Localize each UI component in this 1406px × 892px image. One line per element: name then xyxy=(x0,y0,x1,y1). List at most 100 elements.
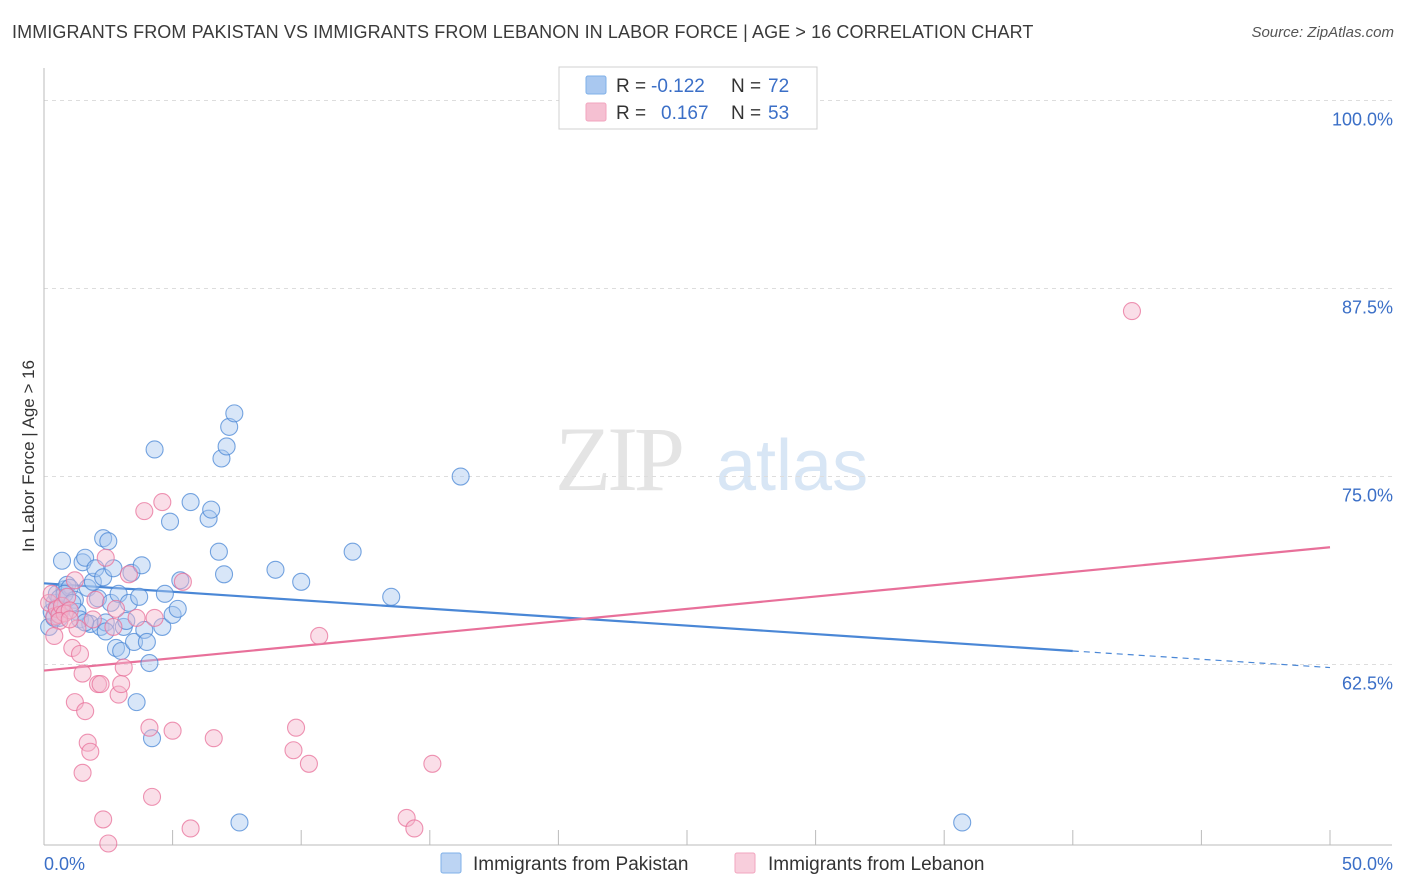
point-pakistan xyxy=(55,584,74,603)
point-lebanon xyxy=(153,493,172,512)
point-pakistan xyxy=(99,532,118,551)
point-pakistan xyxy=(202,500,221,519)
point-pakistan xyxy=(52,551,72,570)
point-lebanon xyxy=(119,565,138,584)
point-lebanon xyxy=(135,502,154,521)
point-lebanon xyxy=(405,819,424,838)
point-pakistan xyxy=(124,632,144,652)
point-pakistan xyxy=(137,632,156,652)
x-tick-label: 50.0% xyxy=(1342,854,1393,874)
point-pakistan xyxy=(142,729,162,748)
point-lebanon xyxy=(65,693,84,712)
legend-swatch-lebanon xyxy=(585,102,607,122)
legend-r-value-2: 0.167 xyxy=(661,103,709,124)
point-lebanon xyxy=(299,754,318,773)
legend-n-value-1: 72 xyxy=(768,76,789,97)
point-lebanon xyxy=(58,587,77,606)
point-pakistan xyxy=(163,605,182,624)
point-lebanon xyxy=(114,658,133,677)
bottom-legend-label-pakistan: Immigrants from Pakistan xyxy=(473,854,688,875)
point-pakistan xyxy=(212,449,231,468)
point-pakistan xyxy=(153,617,172,636)
point-lebanon xyxy=(145,608,164,627)
y-tick-label: 87.5% xyxy=(1342,298,1393,318)
point-pakistan xyxy=(140,653,159,673)
point-pakistan xyxy=(220,417,239,436)
legend-n-label-1: N = xyxy=(731,76,761,97)
watermark-zip: ZIP xyxy=(555,408,682,510)
legend-r-value-1: -0.122 xyxy=(651,76,705,97)
point-lebanon xyxy=(81,742,100,761)
point-lebanon xyxy=(65,571,84,590)
y-tick-label: 75.0% xyxy=(1342,486,1393,506)
legend-swatch-pakistan xyxy=(585,75,607,95)
point-pakistan xyxy=(953,813,972,832)
stats-legend: R = -0.122 N = 72 R = 0.167 N = 53 xyxy=(558,66,818,130)
point-pakistan xyxy=(451,467,470,486)
point-pakistan xyxy=(130,587,149,606)
point-pakistan xyxy=(94,529,113,548)
tick-labels: 62.5% 75.0% 87.5% 100.0% 0.0% 50.0% xyxy=(44,110,1393,874)
y-axis-label: In Labor Force | Age > 16 xyxy=(19,360,38,552)
point-pakistan xyxy=(145,440,164,459)
point-pakistan xyxy=(292,572,311,591)
point-pakistan xyxy=(214,565,234,584)
point-lebanon xyxy=(287,718,306,737)
point-pakistan xyxy=(225,404,244,423)
point-lebanon xyxy=(45,626,64,646)
point-pakistan xyxy=(343,542,362,561)
point-pakistan xyxy=(230,813,249,832)
point-pakistan xyxy=(168,599,187,618)
point-lebanon xyxy=(112,675,131,694)
legend-r-label-2: R = xyxy=(616,103,646,124)
point-lebanon xyxy=(94,810,113,829)
point-lebanon xyxy=(99,834,118,853)
point-pakistan xyxy=(101,593,120,612)
point-lebanon xyxy=(181,819,200,838)
point-pakistan xyxy=(127,693,146,712)
legend-n-label-2: N = xyxy=(731,103,761,124)
point-pakistan xyxy=(106,638,126,658)
trend-line-pakistan xyxy=(43,582,1073,653)
point-lebanon xyxy=(284,741,303,760)
point-lebanon xyxy=(60,610,79,629)
point-lebanon xyxy=(70,644,90,664)
point-lebanon xyxy=(1122,302,1142,321)
point-pakistan xyxy=(181,493,200,512)
point-lebanon xyxy=(96,548,115,567)
point-lebanon xyxy=(310,626,329,646)
trend-line-lebanon xyxy=(43,546,1331,672)
source-label: Source: ZipAtlas.com xyxy=(1251,24,1394,41)
series-legend: Immigrants from Pakistan Immigrants from… xyxy=(440,852,985,875)
point-lebanon xyxy=(163,721,182,740)
point-lebanon xyxy=(104,617,123,636)
point-pakistan xyxy=(160,512,180,531)
trend-line-pakistan-extension xyxy=(1072,650,1331,669)
trend-lines xyxy=(43,546,1331,672)
point-pakistan xyxy=(132,556,151,575)
point-lebanon xyxy=(423,754,442,773)
legend-r-label-1: R = xyxy=(616,76,646,97)
point-lebanon xyxy=(76,702,95,721)
chart-title: IMMIGRANTS FROM PAKISTAN VS IMMIGRANTS F… xyxy=(12,22,1034,42)
bottom-legend-label-lebanon: Immigrants from Lebanon xyxy=(768,854,985,875)
point-lebanon xyxy=(204,729,223,748)
point-lebanon xyxy=(142,787,162,806)
point-pakistan xyxy=(209,542,228,561)
point-lebanon xyxy=(140,718,159,737)
point-pakistan xyxy=(109,584,128,603)
point-lebanon xyxy=(73,664,92,683)
point-lebanon xyxy=(68,619,87,638)
point-pakistan xyxy=(94,568,113,587)
point-lebanon xyxy=(83,610,102,629)
point-lebanon xyxy=(73,763,92,782)
x-tick-label: 0.0% xyxy=(44,854,85,874)
point-lebanon xyxy=(127,608,146,627)
point-lebanon xyxy=(91,675,110,694)
point-lebanon xyxy=(106,599,126,618)
bottom-legend-swatch-lebanon xyxy=(734,852,756,874)
grid-lines xyxy=(44,100,1392,666)
point-lebanon xyxy=(173,572,192,591)
bottom-legend-swatch-pakistan xyxy=(440,852,462,874)
